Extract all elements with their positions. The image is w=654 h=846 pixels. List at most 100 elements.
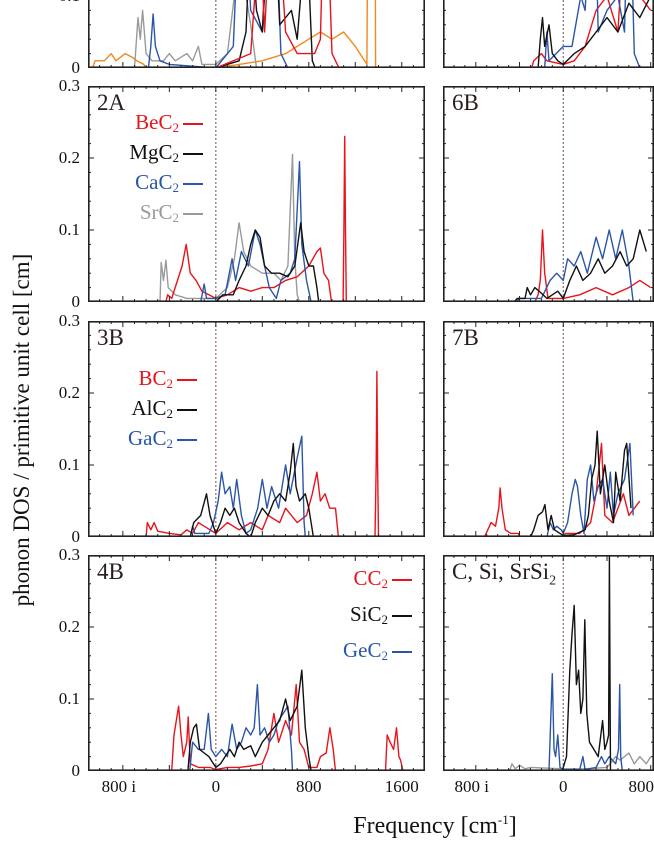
x-tick-label: 800 i bbox=[101, 777, 137, 796]
panel-label: 4B bbox=[97, 559, 124, 585]
x-tick-label: 800 bbox=[628, 777, 654, 796]
legend: BeC2 MgC2 CaC2 SrC2 bbox=[129, 110, 203, 230]
legend-entry-subscript: 2 bbox=[172, 180, 180, 195]
legend-entry: MgC2 bbox=[129, 140, 203, 170]
legend-entry-label: MgC bbox=[129, 140, 173, 164]
panel-2a: 2A BeC2 MgC2 CaC2 SrC2 bbox=[88, 86, 425, 302]
legend-entry-subscript: 2 bbox=[381, 576, 389, 591]
y-tick-label: 0.1 bbox=[58, 689, 80, 708]
series-line-alc2 bbox=[189, 442, 315, 537]
series-line-orange bbox=[91, 0, 377, 68]
panel-label: 7B bbox=[452, 325, 479, 351]
y-tick-label: 0.3 bbox=[58, 76, 80, 95]
legend-entry-label: AlC bbox=[131, 396, 167, 420]
plot-area bbox=[443, 86, 654, 302]
legend-entry-label: GeC bbox=[343, 638, 382, 662]
y-tick-label: 0.2 bbox=[58, 383, 80, 402]
plot-frame bbox=[443, 0, 654, 68]
legend-entry-label: BC bbox=[138, 366, 167, 390]
panel-label: 3B bbox=[97, 325, 124, 351]
y-tick-label: 0.1 bbox=[58, 220, 80, 239]
series-line-black bbox=[537, 0, 650, 68]
panel-4b: 4B CC2 SiC2 GeC2 bbox=[88, 555, 425, 771]
plot-frame bbox=[88, 321, 425, 537]
plot-area bbox=[443, 0, 654, 68]
legend-entry: SiC2 bbox=[343, 599, 412, 635]
legend-line-swatch bbox=[183, 183, 203, 186]
series-line-rbc2 bbox=[133, 0, 258, 68]
plot-area bbox=[88, 555, 425, 771]
legend-entry: RbC2 bbox=[136, 0, 205, 6]
panel-label-text: 7B bbox=[452, 325, 479, 350]
y-tick-label: 0.1 bbox=[58, 455, 80, 474]
y-tick-label: 0 bbox=[71, 527, 81, 546]
legend: BC2 AlC2 GaC2 bbox=[128, 366, 197, 456]
plot-area bbox=[443, 321, 654, 537]
plot-frame bbox=[88, 555, 425, 771]
x-axis-label-exponent: -1 bbox=[497, 812, 509, 827]
legend-entry-subscript: 2 bbox=[172, 150, 180, 165]
series-line-red bbox=[483, 442, 641, 537]
panel-7b: 7B bbox=[443, 321, 654, 537]
series-line-red bbox=[215, 0, 340, 68]
x-tick-label: 0 bbox=[211, 777, 221, 796]
series-line-cc2 bbox=[171, 683, 404, 771]
legend-line-swatch bbox=[177, 379, 197, 382]
series-line-blue bbox=[548, 673, 623, 771]
panel-label-text: C, Si, SrSi bbox=[452, 559, 550, 584]
y-tick-label: 0.3 bbox=[58, 545, 80, 564]
legend-entry-subscript: 2 bbox=[166, 376, 174, 391]
series-line-gec2 bbox=[189, 683, 294, 771]
panel-6b: 6B bbox=[443, 86, 654, 302]
y-tick-label: 0.2 bbox=[58, 617, 80, 636]
plot-area bbox=[88, 321, 425, 537]
panel-top-left: RbC2 bbox=[88, 0, 425, 68]
legend-line-swatch bbox=[183, 153, 203, 156]
legend-entry: BeC2 bbox=[129, 110, 203, 140]
legend-line-swatch bbox=[392, 615, 412, 618]
panel-label-text: 4B bbox=[97, 559, 124, 584]
y-tick-label: 0 bbox=[71, 58, 81, 77]
legend-line-swatch bbox=[392, 651, 412, 654]
series-line-sic2 bbox=[187, 669, 312, 771]
plot-frame bbox=[88, 0, 425, 68]
y-tick-label: 0 bbox=[71, 761, 81, 780]
series-line-mgc2 bbox=[215, 222, 320, 302]
series-line-cac2 bbox=[200, 160, 312, 302]
series-line-src2 bbox=[159, 153, 301, 302]
series-line-bec2 bbox=[165, 135, 347, 302]
plot-frame bbox=[88, 86, 425, 302]
panel-3b: 3B BC2 AlC2 GaC2 bbox=[88, 321, 425, 537]
legend-entry: CaC2 bbox=[129, 170, 203, 200]
legend-entry: GaC2 bbox=[128, 426, 197, 456]
plot-area bbox=[88, 0, 425, 68]
series-line-black bbox=[561, 555, 612, 771]
panel-label-text: 3B bbox=[97, 325, 124, 350]
x-axis-label: Frequency [cm-1] bbox=[353, 812, 516, 840]
legend-entry: GeC2 bbox=[343, 635, 412, 671]
panel-top-right bbox=[443, 0, 654, 68]
legend-entry-subscript: 2 bbox=[172, 210, 180, 225]
y-tick-label: 0.1 bbox=[40, 0, 80, 6]
panel-label: 6B bbox=[452, 90, 479, 116]
plot-area bbox=[88, 86, 425, 302]
series-line-blue bbox=[147, 0, 289, 68]
panel-label: C, Si, SrSi2 bbox=[452, 559, 556, 590]
legend-entry: CC2 bbox=[343, 563, 412, 599]
panel-label-text: 6B bbox=[452, 90, 479, 115]
legend-entry-label: SrC bbox=[139, 200, 173, 224]
panel-c-si-srsi: C, Si, SrSi2 bbox=[443, 555, 654, 771]
x-axis-label-main: Frequency [cm bbox=[353, 813, 498, 839]
y-tick-label: 0.3 bbox=[58, 311, 80, 330]
series-line-black bbox=[513, 229, 647, 302]
legend-line-swatch bbox=[183, 213, 203, 216]
y-tick-label: 0.2 bbox=[58, 148, 80, 167]
legend-entry-subscript: 2 bbox=[381, 648, 389, 663]
series-line-red bbox=[534, 229, 652, 302]
x-tick-label: 0 bbox=[559, 777, 568, 796]
legend-entry-label: GaC bbox=[128, 426, 167, 450]
legend: RbC2 bbox=[136, 0, 205, 6]
panel-label-subscript: 2 bbox=[549, 573, 557, 589]
legend-entry-label: CC bbox=[353, 566, 382, 590]
panel-label-text: 2A bbox=[97, 90, 126, 115]
